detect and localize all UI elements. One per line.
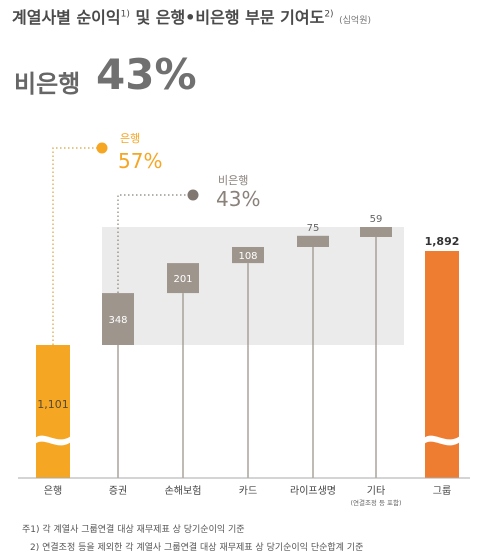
bank-share-name: 은행 (120, 132, 140, 145)
bank-share-connector (52, 147, 102, 345)
axis-break-group (424, 435, 460, 446)
nonbank-share-dot (187, 189, 199, 201)
bar-3 (232, 246, 264, 264)
category-label-3: 카드 (239, 485, 257, 497)
nonbank-share-name: 비은행 (218, 174, 248, 187)
category-note-5: (연결조정 등 포함) (350, 498, 401, 507)
bar-5 (360, 227, 392, 237)
footnote-1: 주1) 각 계열사 그룹연결 대상 재무제표 상 당기순이익 기준 (22, 525, 245, 535)
nonbank-share-connector (117, 194, 193, 305)
category-label-0: 은행 (44, 485, 62, 497)
bar-4 (297, 235, 329, 247)
category-label-6: 그룹 (433, 485, 451, 497)
title-text-cont: 및 은행•비은행 부문 기여도 (129, 8, 325, 27)
title-text: 계열사별 순이익 (12, 8, 121, 27)
category-label-4: 라이프생명 (290, 485, 336, 497)
category-label-1: 증권 (109, 485, 127, 497)
bar-bank (36, 345, 70, 478)
bar-1 (102, 293, 134, 345)
bank-share-dot (96, 142, 108, 154)
headline-label: 비은행 (14, 70, 81, 98)
bar-label-4: 75 (307, 223, 320, 234)
nonbank-share-value: 43% (216, 187, 260, 211)
unit-label: (십억원) (339, 16, 372, 26)
bar-label-3: 108 (238, 251, 257, 262)
axis-break-bank (35, 435, 71, 446)
title-footnote-mark-1: 1) (120, 9, 130, 20)
bank-share-value: 57% (118, 149, 162, 173)
nonbank-band (102, 227, 404, 345)
footnote-2: 2) 연결조정 등을 제외한 각 계열사 그룹연결 대상 재무제표 상 당기순이… (30, 543, 364, 553)
headline-value: 43% (96, 50, 197, 99)
bar-2 (167, 263, 199, 294)
bar-label-5: 59 (370, 214, 383, 225)
bar-label-group: 1,892 (425, 235, 460, 248)
bar-label-2: 201 (173, 274, 192, 285)
bar-label-bank: 1,101 (37, 398, 69, 411)
title-footnote-mark-2: 2) (324, 9, 334, 20)
bar-label-1: 348 (108, 315, 127, 326)
category-label-2: 손해보험 (165, 484, 202, 497)
category-label-5: 기타 (367, 485, 385, 497)
chart-title: 계열사별 순이익1) 및 은행•비은행 부문 기여도2) (십억원) (12, 4, 371, 28)
